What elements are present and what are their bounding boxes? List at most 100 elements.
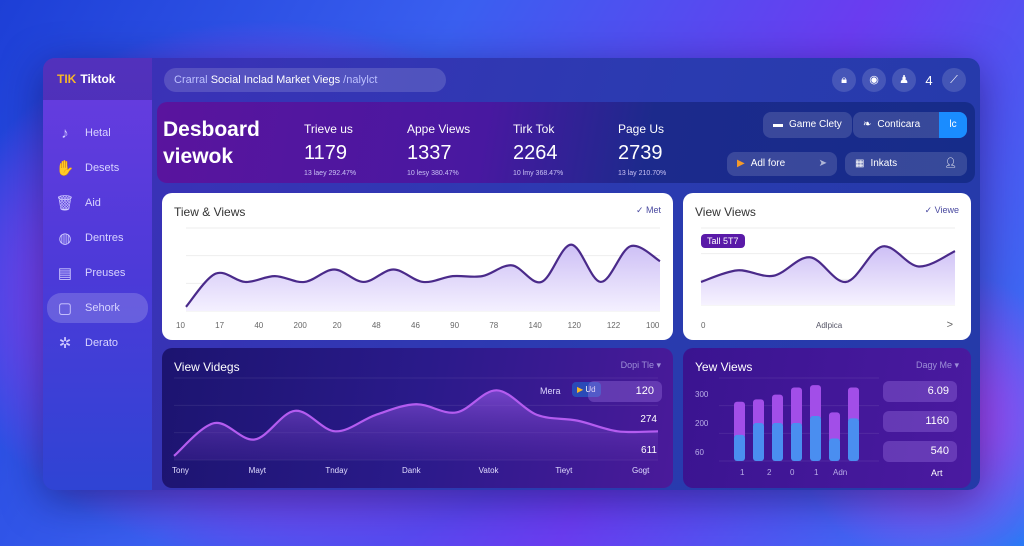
y-tick-label: 300 — [695, 390, 709, 399]
views-chart-card: Tiew & Views ✓ Met 10 17 40 200 20 48 46 90 78 14… — [162, 193, 673, 340]
logo[interactable]: TIK Tiktok — [43, 58, 152, 100]
card-title: View Views — [695, 205, 756, 219]
bar-base-segment — [791, 423, 802, 461]
stat-value: 2739 — [618, 142, 663, 164]
bar-base-segment — [753, 423, 764, 461]
y-tick-label: 60 — [695, 448, 704, 457]
card-title: View Videgs — [174, 360, 240, 374]
x-tick-label: 2 — [767, 468, 772, 477]
stat-0: Trieve us 1179 13 laey 292.47% — [304, 122, 356, 177]
x-tick-label: 78 — [489, 321, 499, 330]
send-icon[interactable]: ➤ — [818, 158, 827, 169]
sidebar-item-desets[interactable]: ✋ Desets — [47, 153, 148, 183]
view-views-card: View Views ✓ Viewe Tall 5T7 0 Adlpica > — [683, 193, 971, 340]
x-axis-label: Adlpica — [816, 321, 843, 330]
x-tick-label: Tnday — [325, 466, 348, 475]
stat-label: Trieve us — [304, 122, 353, 136]
stat-change: 10 lesy 380.47% — [407, 170, 459, 177]
next-arrow[interactable]: > — [946, 319, 953, 331]
contact-action-icon[interactable]: lc — [939, 112, 967, 138]
dashboard-window: TIK Tiktok ♪ Hetal ✋ Desets 🗑 Aid ◍ Dentres ▤ Preu… — [43, 58, 980, 490]
stat-label: Page Us — [618, 122, 665, 136]
search-value: Social Inclad Market Viegs — [210, 74, 341, 86]
bar-base-segment — [848, 418, 859, 461]
x-tick-label: Gogt — [632, 466, 650, 475]
x-tick-label: 120 — [567, 321, 582, 330]
sidebar-item-label: Derato — [85, 337, 119, 349]
value-box: 6.09 — [883, 381, 957, 402]
user-add-icon[interactable]: 👤︎ — [944, 158, 957, 169]
play-icon: ▶ — [737, 158, 745, 169]
filter-dropdown[interactable]: Dagy Me ▾ — [915, 360, 959, 370]
bar-top-segment — [753, 399, 764, 428]
logo-text: Tiktok — [80, 72, 116, 86]
stats-banner: Desboard viewok Trieve us 1179 13 laey 292.… — [157, 102, 975, 183]
stat-value: 1179 — [304, 142, 348, 164]
bar-top-segment — [772, 394, 783, 428]
filter-label: Met — [645, 205, 661, 215]
y-tick-label: 200 — [695, 419, 709, 428]
filter-button[interactable]: ✓ Met — [635, 205, 661, 215]
sidebar-item-label: Hetal — [85, 127, 111, 139]
search-suffix: /nalylct — [343, 74, 378, 86]
sidebar-item-aid[interactable]: 🗑 Aid — [47, 188, 148, 218]
bar-top-segment — [829, 412, 840, 443]
x-tick-label: 0 — [790, 468, 795, 477]
lock-icon[interactable]: 🔒︎ — [832, 68, 856, 92]
sidebar-item-label: Dentres — [85, 232, 124, 244]
sidebar-item-label: Preuses — [85, 267, 126, 279]
value-box: 1160 — [883, 411, 957, 432]
add-label: Adl fore — [750, 158, 786, 169]
x-tick-label: 140 — [528, 321, 542, 330]
filter-dropdown[interactable]: Dopi Tle ▾ — [620, 360, 661, 370]
stat-3: Page Us 2739 13 lay 210.70% — [618, 122, 666, 177]
page-title-line: viewok — [163, 145, 234, 168]
add-button[interactable]: ▶ Adl fore ➤ — [727, 152, 837, 176]
sidebar-item-preuses[interactable]: ▤ Preuses — [47, 258, 148, 288]
x-tick-label: 40 — [254, 321, 264, 330]
value-label: 274 — [640, 414, 657, 425]
sidebar-item-sehork[interactable]: ▢ Sehork — [47, 293, 148, 323]
series-line — [173, 389, 659, 457]
top-icons: 🔒︎ ◉ ♟ 4 ⟋ — [832, 68, 966, 92]
contact-button[interactable]: ❧ Conticara lc — [853, 112, 967, 138]
shield-icon[interactable]: ◉ — [862, 68, 886, 92]
inkats-button[interactable]: ▦ Inkats 👤︎ — [845, 152, 967, 176]
sun-icon: ✲ — [58, 335, 72, 352]
tiktok-icon: ♪ — [61, 124, 69, 142]
x-tick-label: 17 — [215, 321, 225, 330]
area-fill — [701, 246, 955, 305]
view-videos-card: View Videgs Dopi Tle ▾ Mera ▶ Ud 120 274… — [162, 348, 673, 488]
leaf-icon: ❧ — [863, 119, 872, 130]
top-bar: Crarral Social Inclad Market Viegs /naly… — [152, 58, 980, 100]
game-button[interactable]: ▬ Game Clety — [763, 112, 852, 138]
x-tick-label: 90 — [450, 321, 460, 330]
bar-base-segment — [810, 415, 821, 461]
x-tick-label: 100 — [646, 321, 660, 330]
legend-badge-label: Ud — [585, 385, 596, 394]
sidebar-item-derato[interactable]: ✲ Derato — [47, 328, 148, 358]
bar-top-segment — [734, 401, 745, 439]
legend-badge[interactable]: ▶ Ud — [572, 382, 601, 397]
inkats-label: Inkats — [870, 158, 898, 169]
trash-icon: 🗑 — [55, 195, 75, 212]
sidebar-item-hetal[interactable]: ♪ Hetal — [47, 118, 148, 148]
sidebar-item-dentres[interactable]: ◍ Dentres — [47, 223, 148, 253]
notification-count[interactable]: 4 — [925, 72, 933, 88]
chart-tooltip: Tall 5T7 — [701, 234, 745, 248]
stat-change: 10 lmy 368.47% — [513, 170, 564, 177]
card-title: Tiew & Views — [174, 205, 246, 219]
x-tick-label: 46 — [411, 321, 420, 330]
sidebar-item-label: Desets — [85, 162, 120, 174]
x-tick-label: 48 — [371, 321, 381, 330]
area-fill — [186, 244, 660, 311]
filter-button[interactable]: ✓ Viewe — [924, 205, 959, 215]
folder-icon: ▬ — [773, 119, 783, 130]
bar-top-segment — [848, 387, 859, 423]
area-chart — [185, 227, 661, 312]
pin-icon[interactable]: ⟋ — [942, 68, 966, 92]
bar-chart — [719, 377, 879, 462]
user-icon[interactable]: ♟ — [892, 68, 916, 92]
search-input[interactable]: Crarral Social Inclad Market Viegs /naly… — [164, 68, 446, 92]
search-prefix: Crarral — [174, 74, 208, 86]
